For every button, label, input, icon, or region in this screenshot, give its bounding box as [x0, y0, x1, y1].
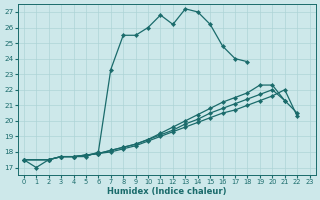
X-axis label: Humidex (Indice chaleur): Humidex (Indice chaleur) [107, 187, 227, 196]
